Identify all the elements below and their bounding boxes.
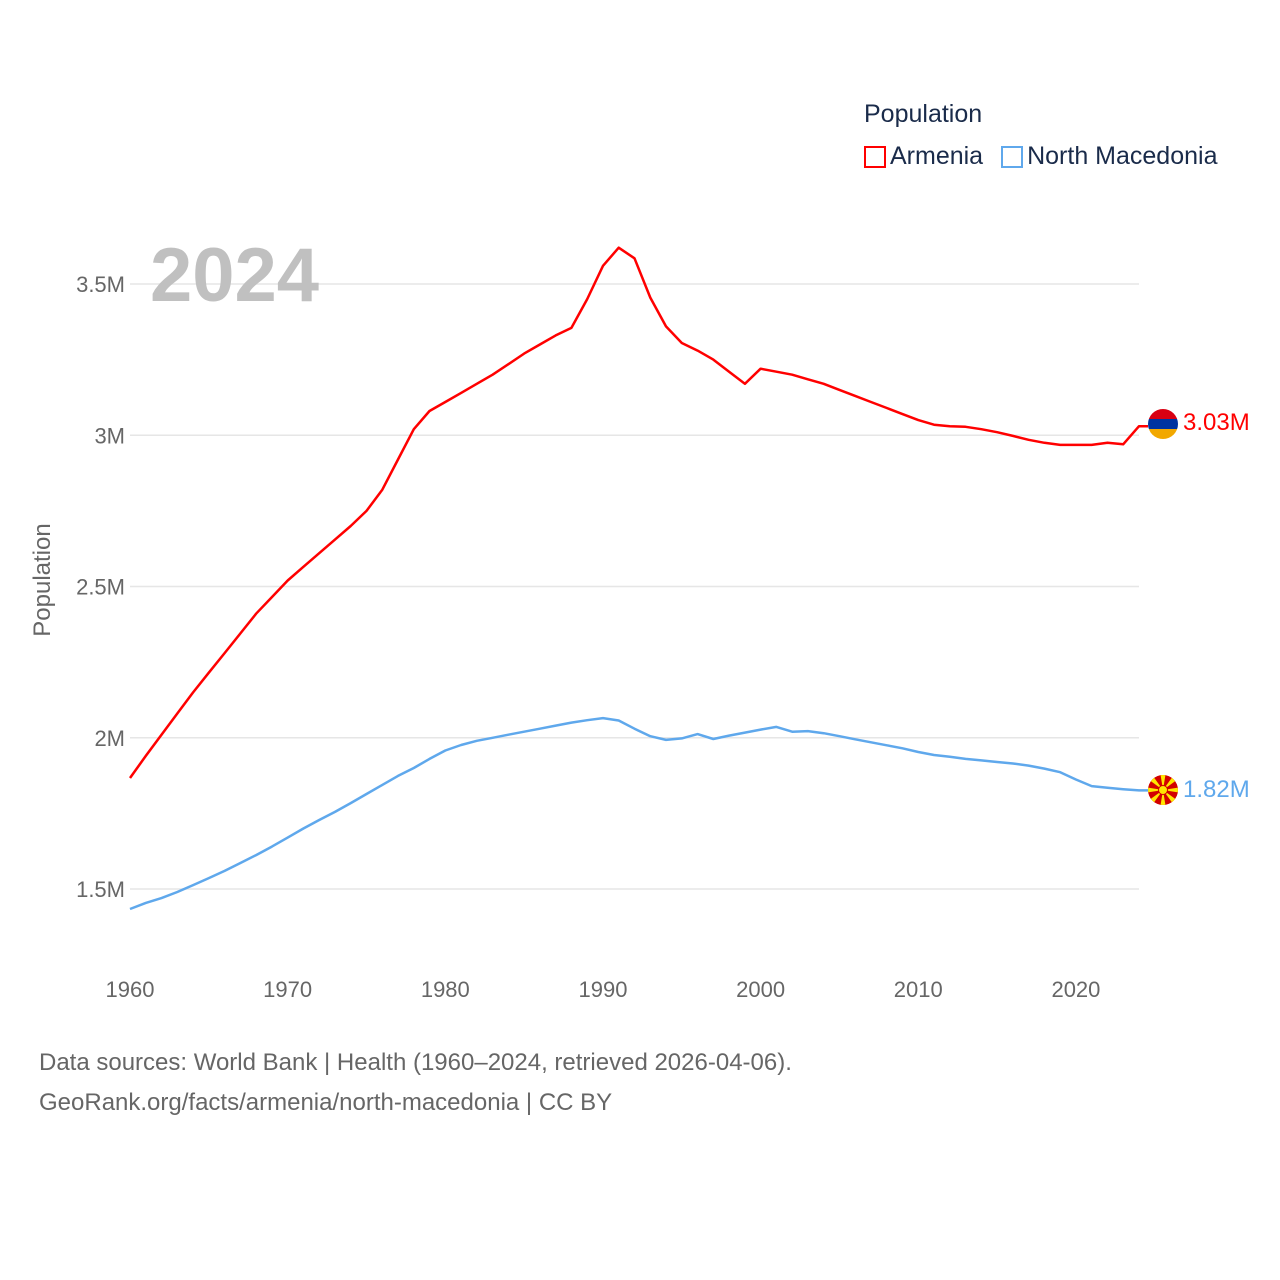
x-tick-label: 2000	[736, 977, 785, 1002]
y-tick-label: 3M	[94, 423, 125, 448]
armenia-end-label: 3.03M	[1183, 409, 1250, 436]
legend-title: Population	[864, 100, 983, 128]
legend-label: Armenia	[890, 142, 984, 170]
legend-label: North Macedonia	[1027, 142, 1218, 170]
legend-item-north-macedonia[interactable]: North Macedonia	[1001, 142, 1217, 171]
legend-swatch-north-macedonia	[1001, 145, 1024, 168]
x-tick-label: 1980	[421, 977, 470, 1002]
x-tick-label: 1970	[263, 977, 312, 1002]
series-line-north-macedonia[interactable]	[129, 716, 1148, 911]
y-axis-label: Population	[29, 523, 56, 636]
x-tick-label: 1990	[578, 977, 627, 1002]
series-line-armenia[interactable]	[128, 246, 1148, 779]
y-tick-label: 2.5M	[76, 575, 125, 600]
source-line-1: Data sources: World Bank | Health (1960–…	[39, 1049, 792, 1076]
legend-swatch-armenia	[864, 145, 886, 168]
legend: Armenia North Macedonia	[864, 142, 1217, 171]
legend-item-armenia[interactable]: Armenia	[864, 142, 983, 171]
y-tick-label: 2M	[94, 726, 125, 751]
source-note: Data sources: World Bank | Health (1960–…	[39, 1043, 792, 1123]
x-tick-label: 1960	[106, 977, 155, 1002]
x-tick-label: 2010	[894, 977, 943, 1002]
x-tick-label: 2020	[1051, 977, 1100, 1002]
y-tick-label: 1.5M	[76, 877, 125, 902]
y-tick-label: 3.5M	[76, 272, 125, 297]
year-overlay: 2024	[150, 233, 319, 318]
source-line-2[interactable]: GeoRank.org/facts/armenia/north-macedoni…	[39, 1089, 613, 1116]
north-macedonia-end-label: 1.82M	[1183, 776, 1250, 803]
armenia-flag-icon	[1148, 409, 1178, 439]
